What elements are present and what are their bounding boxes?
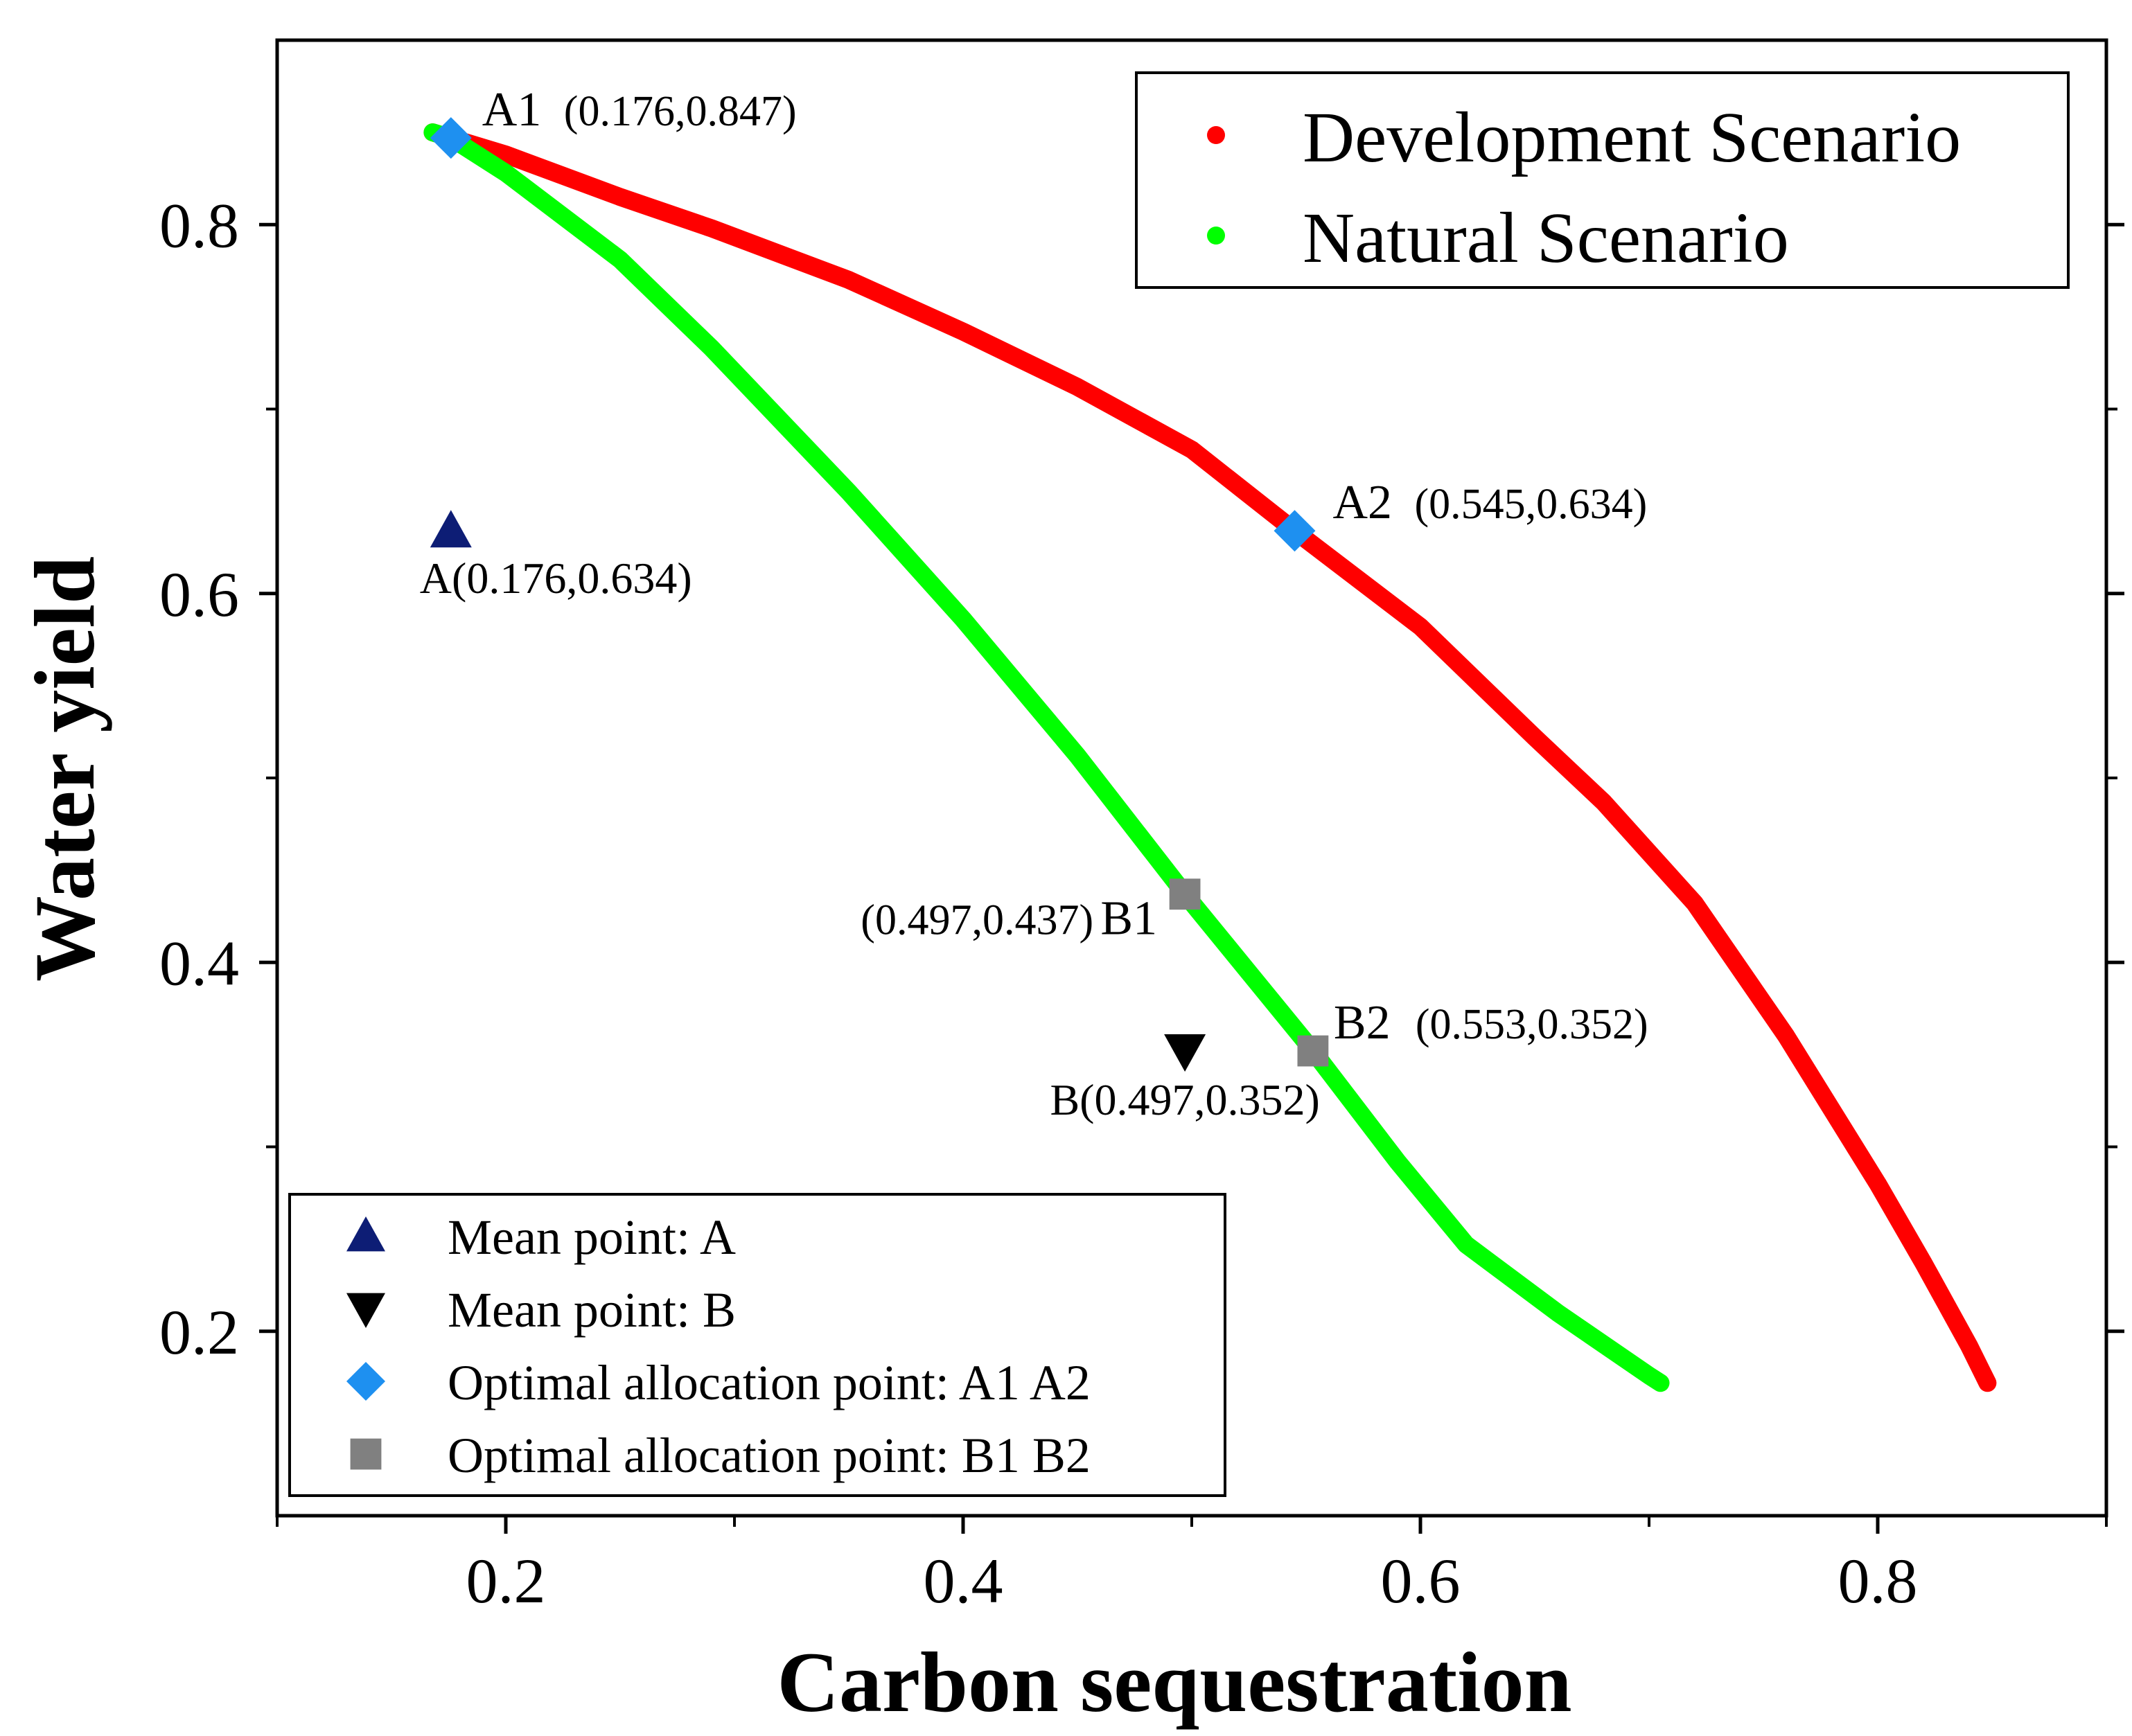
- y-axis-title: Water yield: [17, 556, 112, 982]
- x-tick-label: 0.2: [466, 1545, 546, 1616]
- y-tick-label: 0.8: [159, 190, 239, 260]
- annotation-name: A1: [482, 83, 542, 136]
- annotation-b1: B1(0.497,0.437): [861, 892, 1157, 946]
- annotation-coords: (0.545,0.634): [1415, 481, 1648, 528]
- y-tick-label: 0.2: [159, 1297, 239, 1367]
- legend-bottom-label: Mean point: A: [448, 1210, 736, 1265]
- annotation-mean-a: A(0.176,0.634): [420, 553, 692, 603]
- annotation-name: A2: [1333, 476, 1393, 529]
- series-line-development-scenario: [423, 123, 1997, 1392]
- point-b2: [1297, 1035, 1329, 1067]
- legend-bottom-label: Optimal allocation point: A1 A2: [448, 1355, 1091, 1410]
- x-tick-label: 0.4: [924, 1545, 1003, 1616]
- legend-top-label: Development Scenario: [1303, 98, 1961, 177]
- annotation-a2: A2 (0.545,0.634): [1333, 476, 1648, 529]
- point-a2: [1274, 510, 1316, 552]
- annotation-mean-b: B(0.497,0.352): [1050, 1075, 1319, 1124]
- x-tick-label: 0.8: [1838, 1545, 1918, 1616]
- series-line-natural-scenario: [423, 123, 1670, 1392]
- legend-bottom-label: Mean point: B: [448, 1282, 736, 1338]
- x-tick-label: 0.6: [1381, 1545, 1461, 1616]
- annotation-b2: B2 (0.553,0.352): [1334, 996, 1648, 1049]
- annotation-coords: (0.553,0.352): [1416, 1001, 1648, 1048]
- legend-top-box: [1135, 71, 2070, 289]
- annotation-name: B2: [1334, 996, 1391, 1049]
- point-mean-point-a: [430, 510, 472, 548]
- legend-top: Development Scenario Natural Scenario: [1135, 71, 2070, 289]
- legend-bottom-label: Optimal allocation point: B1 B2: [448, 1428, 1091, 1483]
- y-tick-label: 0.6: [159, 559, 239, 630]
- plot-frame: 0.2 0.4 0.6 0.8 0.2 0.4 0.6 0.8: [159, 38, 2124, 1616]
- point-b1: [1169, 878, 1201, 910]
- legend-bottom-box: [288, 1193, 1226, 1497]
- labels-layer: A1 (0.176,0.847) A2 (0.545,0.634) B2 (0.553,0…: [420, 83, 1648, 1124]
- x-axis-title: Carbon sequestration: [777, 1635, 1571, 1730]
- legend-bottom: Mean point: A Mean point: B Optimal alloca…: [288, 1193, 1226, 1497]
- legend-top-label: Natural Scenario: [1303, 198, 1789, 278]
- annotation-name: B1: [1100, 892, 1157, 946]
- points-layer: [430, 117, 1329, 1072]
- annotation-coords: (0.176,0.847): [564, 88, 797, 135]
- legend-bottom-marker: [346, 1362, 385, 1401]
- legend-top-swatch: [1207, 227, 1225, 245]
- series-layer: [423, 123, 1997, 1392]
- annotation-a1: A1 (0.176,0.847): [482, 83, 797, 136]
- point-mean-point-b: [1164, 1034, 1206, 1072]
- legend-bottom-marker: [350, 1438, 382, 1470]
- legend-bottom-marker: [346, 1216, 385, 1252]
- legend-top-swatch: [1207, 126, 1225, 144]
- legend-bottom-marker: [346, 1293, 385, 1328]
- point-a1: [430, 117, 472, 159]
- annotation-coords: (0.497,0.437): [861, 897, 1093, 944]
- y-tick-label: 0.4: [159, 928, 239, 998]
